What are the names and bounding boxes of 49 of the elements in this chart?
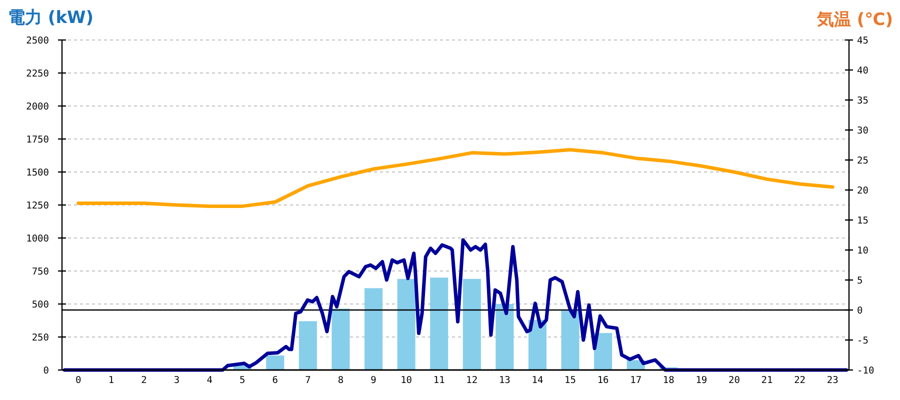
y-tick-label: 500 <box>32 300 50 310</box>
x-tick-label: 4 <box>206 375 213 386</box>
y2-tick-label: 25 <box>857 156 868 166</box>
y-tick-label: 1000 <box>26 234 50 244</box>
y2-tick-label: 30 <box>857 126 869 136</box>
x-tick-label: 0 <box>76 375 82 386</box>
y2-tick-label: 15 <box>857 216 868 226</box>
x-tick-label: 9 <box>370 375 377 386</box>
x-tick-label: 7 <box>305 375 311 386</box>
x-tick-label: 22 <box>794 375 806 386</box>
y-tick-label: 1250 <box>26 200 50 212</box>
x-tick-label: 20 <box>728 375 740 386</box>
x-tick-label: 8 <box>338 375 344 386</box>
y2-tick-label: 40 <box>857 66 869 76</box>
x-tick-label: 12 <box>466 375 478 386</box>
x-tick-label: 11 <box>433 375 446 386</box>
x-tick-label: 21 <box>761 375 774 386</box>
x-tick-label: 5 <box>239 375 246 386</box>
y2-tick-label: -5 <box>857 336 868 346</box>
y-tick-label: 1750 <box>26 134 50 146</box>
x-tick-label: 17 <box>630 375 642 386</box>
x-tick-label: 15 <box>564 375 576 386</box>
y-tick-label: 0 <box>43 366 50 376</box>
y2-tick-label: 45 <box>857 36 868 46</box>
y2-tick-label: 5 <box>857 276 863 286</box>
x-tick-label: 2 <box>141 375 147 386</box>
y-tick-label: 250 <box>32 332 50 344</box>
y2-tick-label: -10 <box>857 366 874 376</box>
x-tick-label: 1 <box>108 375 114 386</box>
x-tick-label: 19 <box>696 375 708 386</box>
y-tick-label: 2500 <box>26 36 50 46</box>
x-tick-label: 3 <box>174 375 180 386</box>
y2-tick-label: 0 <box>857 306 863 316</box>
y-tick-label: 2250 <box>26 68 50 80</box>
y2-tick-label: 35 <box>857 96 868 106</box>
x-tick-label: 16 <box>597 375 610 386</box>
x-tick-label: 14 <box>532 375 544 386</box>
y-tick-label: 1500 <box>26 168 50 178</box>
x-tick-label: 10 <box>400 375 412 386</box>
x-tick-label: 6 <box>272 375 278 386</box>
x-tick-label: 23 <box>826 375 838 386</box>
y-tick-label: 2000 <box>26 102 50 112</box>
y-axis-title: 電力 (kW) <box>8 8 94 28</box>
x-tick-label: 18 <box>662 375 675 386</box>
y2-tick-label: 20 <box>857 186 869 196</box>
y2-tick-label: 10 <box>857 246 869 256</box>
y2-axis-title: 気温 (℃) <box>816 10 893 30</box>
x-tick-label: 13 <box>498 375 510 386</box>
y-tick-label: 750 <box>32 266 50 278</box>
